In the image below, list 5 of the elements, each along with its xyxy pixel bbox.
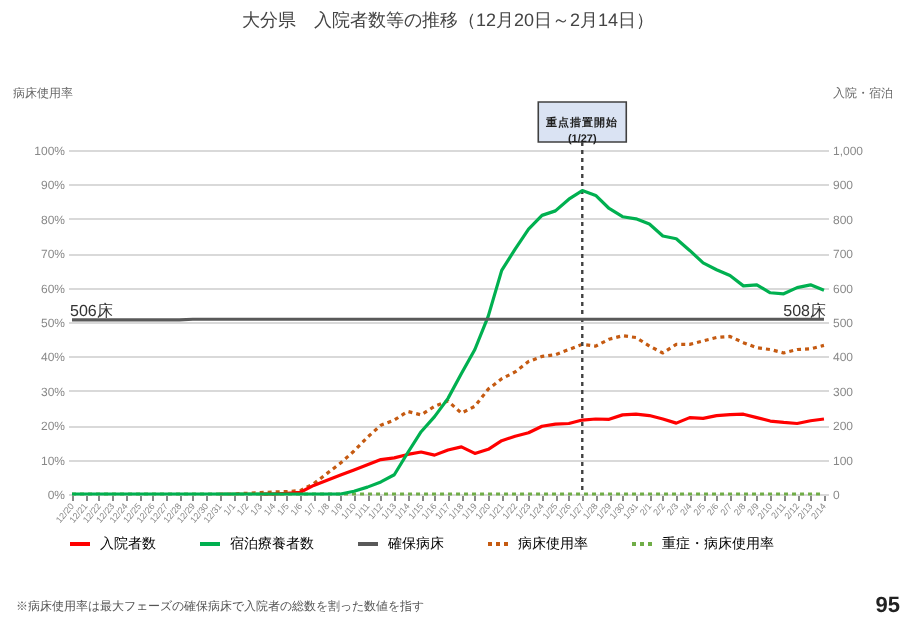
- annotation: 506床: [70, 301, 113, 320]
- chart-title: 大分県 入院者数等の推移（12月20日～2月14日）: [241, 10, 655, 30]
- line-series: [70, 188, 826, 496]
- text: 95: [875, 594, 900, 618]
- annotation: 508床: [783, 301, 826, 320]
